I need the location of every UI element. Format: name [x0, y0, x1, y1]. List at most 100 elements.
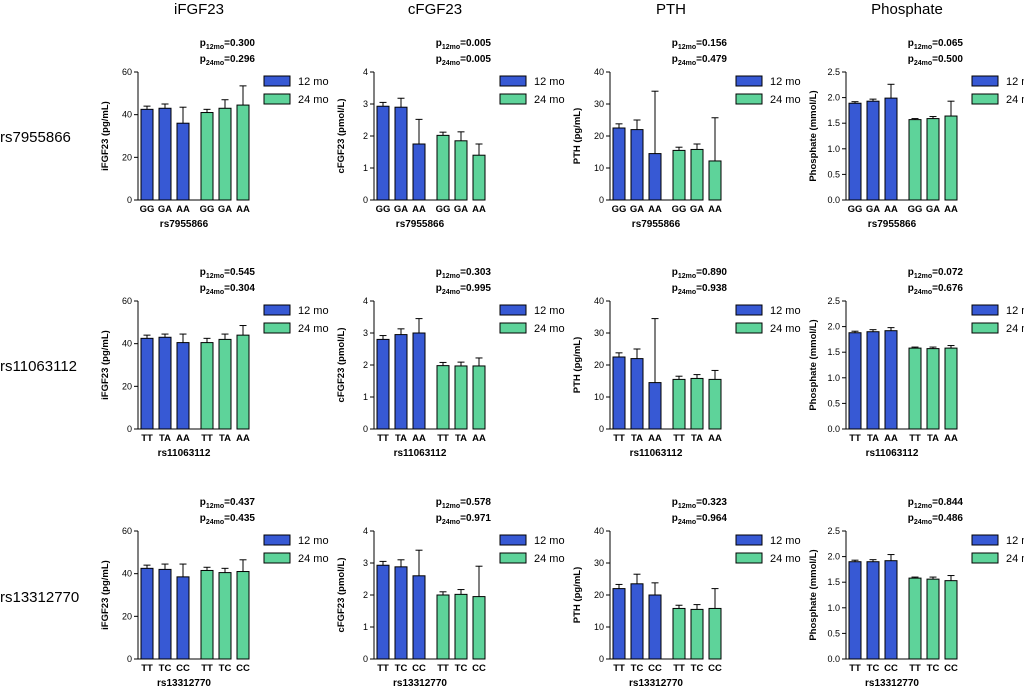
bar-24mo-AA — [472, 365, 486, 430]
p-value-24mo: p24mo=0.964 — [672, 513, 728, 526]
y-tick-label: 0 — [127, 424, 132, 434]
x-tick-label: TC — [867, 663, 880, 674]
chart-panel-5: 0 1 2 3 4 cFGF23 (pmol/L) TT TA AA TT TA AA rs110631… — [336, 267, 565, 459]
column-title-ifgf23: iFGF23 — [174, 1, 224, 18]
x-tick-label: TT — [673, 433, 685, 444]
y-tick-label: 10 — [594, 392, 604, 402]
x-tick-label: AA — [412, 204, 426, 215]
p-value-12mo: p12mo=0.005 — [436, 38, 492, 51]
p-value-12mo: p12mo=0.303 — [436, 267, 492, 280]
bar-12mo-GA — [630, 129, 644, 201]
bar-24mo-GA — [218, 107, 232, 201]
y-axis-label: iFGF23 (pg/mL) — [100, 330, 111, 400]
p-value-12mo: p12mo=0.065 — [908, 38, 964, 51]
x-tick-label: TT — [613, 433, 625, 444]
y-axis-label: PTH (pg/mL) — [572, 108, 583, 164]
bar-24mo-TC — [926, 578, 940, 660]
y-tick-label: 0.0 — [827, 195, 840, 205]
x-tick-label: CC — [412, 663, 426, 674]
y-tick-label: 20 — [594, 131, 604, 141]
x-axis-label: rs11063112 — [630, 448, 683, 459]
x-tick-label: TA — [867, 433, 879, 444]
x-axis-label: rs13312770 — [865, 678, 919, 689]
bar-12mo-AA — [648, 382, 662, 430]
bar-12mo-TA — [158, 336, 172, 430]
p-value-24mo: p24mo=0.938 — [672, 283, 728, 296]
bar-12mo-AA — [412, 143, 426, 201]
y-axis-label: PTH (pg/mL) — [572, 337, 583, 393]
bar-24mo-TT — [672, 378, 686, 430]
bar-12mo-GG — [612, 127, 626, 201]
bar-12mo-GA — [866, 100, 880, 201]
y-axis-label: Phosphate (mmol/L) — [808, 319, 819, 410]
bar-24mo-AA — [236, 104, 250, 201]
y-tick-label: 1 — [363, 163, 368, 173]
y-tick-label: 2 — [363, 360, 368, 370]
x-tick-label: TT — [849, 433, 861, 444]
y-tick-label: 40 — [122, 110, 132, 120]
y-tick-label: 1.5 — [827, 347, 840, 357]
column-title-pth: PTH — [656, 1, 686, 18]
x-axis-label: rs7955866 — [160, 219, 209, 230]
bar-12mo-TC — [394, 566, 408, 660]
legend-swatch-24mo — [499, 93, 527, 105]
y-axis-label: cFGF23 (pmol/L) — [336, 99, 347, 174]
bar-12mo-GA — [394, 106, 408, 201]
x-tick-label: AA — [412, 433, 426, 444]
bar-12mo-TC — [158, 568, 172, 660]
bar-12mo-TT — [612, 356, 626, 430]
legend-label-24mo: 24 mo — [1006, 553, 1024, 565]
x-tick-label: CC — [944, 663, 958, 674]
legend-label-24mo: 24 mo — [1006, 94, 1024, 106]
legend-label-12mo: 12 mo — [534, 76, 565, 88]
x-axis-label: rs13312770 — [157, 678, 211, 689]
y-axis-label: Phosphate (mmol/L) — [808, 90, 819, 181]
row-label-rs13312770: rs13312770 — [0, 589, 79, 606]
x-tick-label: GG — [376, 204, 391, 215]
y-axis-label: iFGF23 (pg/mL) — [100, 560, 111, 630]
x-tick-label: TT — [141, 663, 153, 674]
bar-24mo-AA — [708, 378, 722, 430]
legend-swatch-12mo — [971, 534, 999, 546]
y-tick-label: 4 — [363, 67, 368, 77]
y-tick-label: 20 — [122, 381, 132, 391]
y-tick-label: 2.5 — [827, 296, 840, 306]
y-tick-label: 60 — [122, 526, 132, 536]
p-value-24mo: p24mo=0.995 — [436, 283, 492, 296]
x-tick-label: AA — [472, 204, 486, 215]
y-tick-label: 0.5 — [827, 628, 840, 638]
y-tick-label: 40 — [594, 67, 604, 77]
bar-12mo-CC — [648, 594, 662, 660]
legend-label-24mo: 24 mo — [770, 553, 801, 565]
y-tick-label: 10 — [594, 163, 604, 173]
legend-label-24mo: 24 mo — [1006, 323, 1024, 335]
y-tick-label: 4 — [363, 526, 368, 536]
legend-label-24mo: 24 mo — [298, 323, 329, 335]
x-tick-label: AA — [708, 433, 722, 444]
bar-12mo-GA — [158, 107, 172, 201]
column-titles: iFGF23 cFGF23 PTH Phosphate — [174, 1, 943, 18]
legend-label-12mo: 12 mo — [770, 535, 801, 547]
legend-label-12mo: 12 mo — [770, 76, 801, 88]
p-value-24mo: p24mo=0.971 — [436, 513, 492, 526]
p-value-24mo: p24mo=0.676 — [908, 283, 964, 296]
bar-24mo-TA — [690, 377, 704, 430]
bar-24mo-GG — [200, 112, 214, 201]
bar-12mo-AA — [176, 122, 190, 201]
bar-24mo-TC — [690, 608, 704, 660]
bar-24mo-CC — [944, 580, 958, 660]
y-axis-label: iFGF23 (pg/mL) — [100, 101, 111, 171]
p-value-12mo: p12mo=0.437 — [200, 497, 256, 510]
column-title-cfgf23: cFGF23 — [408, 1, 462, 18]
x-tick-label: TA — [159, 433, 171, 444]
legend-swatch-24mo — [735, 552, 763, 564]
y-tick-label: 4 — [363, 296, 368, 306]
y-tick-label: 10 — [594, 622, 604, 632]
y-tick-label: 20 — [122, 611, 132, 621]
x-tick-label: TT — [437, 433, 449, 444]
legend-swatch-12mo — [499, 534, 527, 546]
y-tick-label: 30 — [594, 328, 604, 338]
